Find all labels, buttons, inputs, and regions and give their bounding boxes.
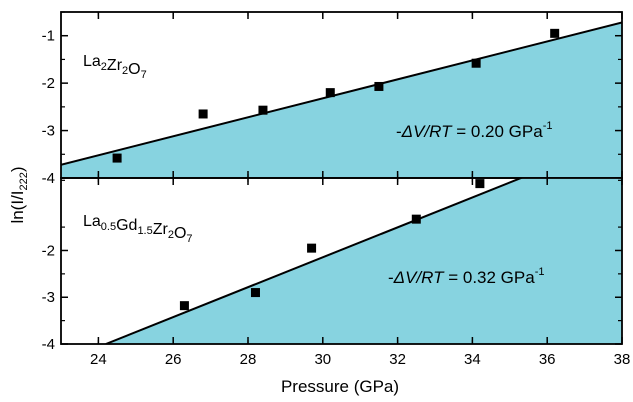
y-axis-title-main: ln(I/I	[8, 190, 27, 223]
x-tick-label: 32	[389, 351, 406, 368]
fit-area	[105, 178, 622, 344]
plot-frame	[60, 177, 623, 345]
data-point	[374, 81, 384, 91]
y-tick-label: -3	[42, 123, 55, 140]
data-point	[258, 105, 268, 115]
x-tick-label: 24	[90, 351, 107, 368]
fit-line	[61, 21, 622, 166]
y-tick-label: -4	[42, 336, 55, 353]
slope-annotation: -ΔV/RT = 0.32 GPa-1	[388, 266, 544, 287]
panel-formula-label: La0.5Gd1.5Zr2O7	[83, 213, 193, 245]
x-axis-title: Pressure (GPa)	[281, 377, 399, 396]
y-tick-label: -4	[42, 170, 55, 187]
data-point	[475, 179, 485, 189]
x-tick-label: 26	[165, 351, 182, 368]
fit-area	[61, 22, 622, 178]
y-tick-label: -2	[42, 75, 55, 92]
x-tick-label: 34	[464, 351, 481, 368]
fit-line	[105, 178, 524, 344]
svg-text:ln(I/I222): ln(I/I222)	[8, 166, 30, 223]
y-axis-title-sub: 222	[18, 172, 30, 190]
x-tick-label: 38	[614, 351, 631, 368]
data-point	[198, 109, 208, 119]
y-tick-label: -1	[42, 28, 55, 45]
x-tick-label: 30	[314, 351, 331, 368]
data-point	[112, 153, 122, 163]
data-point	[307, 243, 317, 253]
data-point	[411, 214, 421, 224]
data-point	[550, 28, 560, 38]
data-point	[325, 88, 335, 98]
y-tick-label: -3	[42, 289, 55, 306]
y-axis-title: ln(I/I222)	[8, 166, 30, 223]
y-axis-title-end: )	[8, 166, 27, 172]
x-tick-label: 28	[240, 351, 257, 368]
data-point	[179, 301, 189, 311]
x-tick-label: 36	[539, 351, 556, 368]
slope-annotation: -ΔV/RT = 0.20 GPa-1	[396, 120, 552, 141]
x-axis: 24 26 28 30 32 34 36 38	[90, 351, 630, 368]
bottom-panel: -2 -3 -4 La0.5Gd1.5Zr2O7 -ΔV/RT = 0.32 GPa-1	[42, 177, 623, 353]
y-tick-label: -2	[42, 242, 55, 259]
data-point	[471, 58, 481, 68]
top-panel: -1 -2 -3 -4 La2Zr2O7 -ΔV/RT = 0.20 GPa-1	[42, 11, 623, 187]
data-point	[250, 288, 260, 298]
panel-formula-label: La2Zr2O7	[83, 53, 147, 81]
